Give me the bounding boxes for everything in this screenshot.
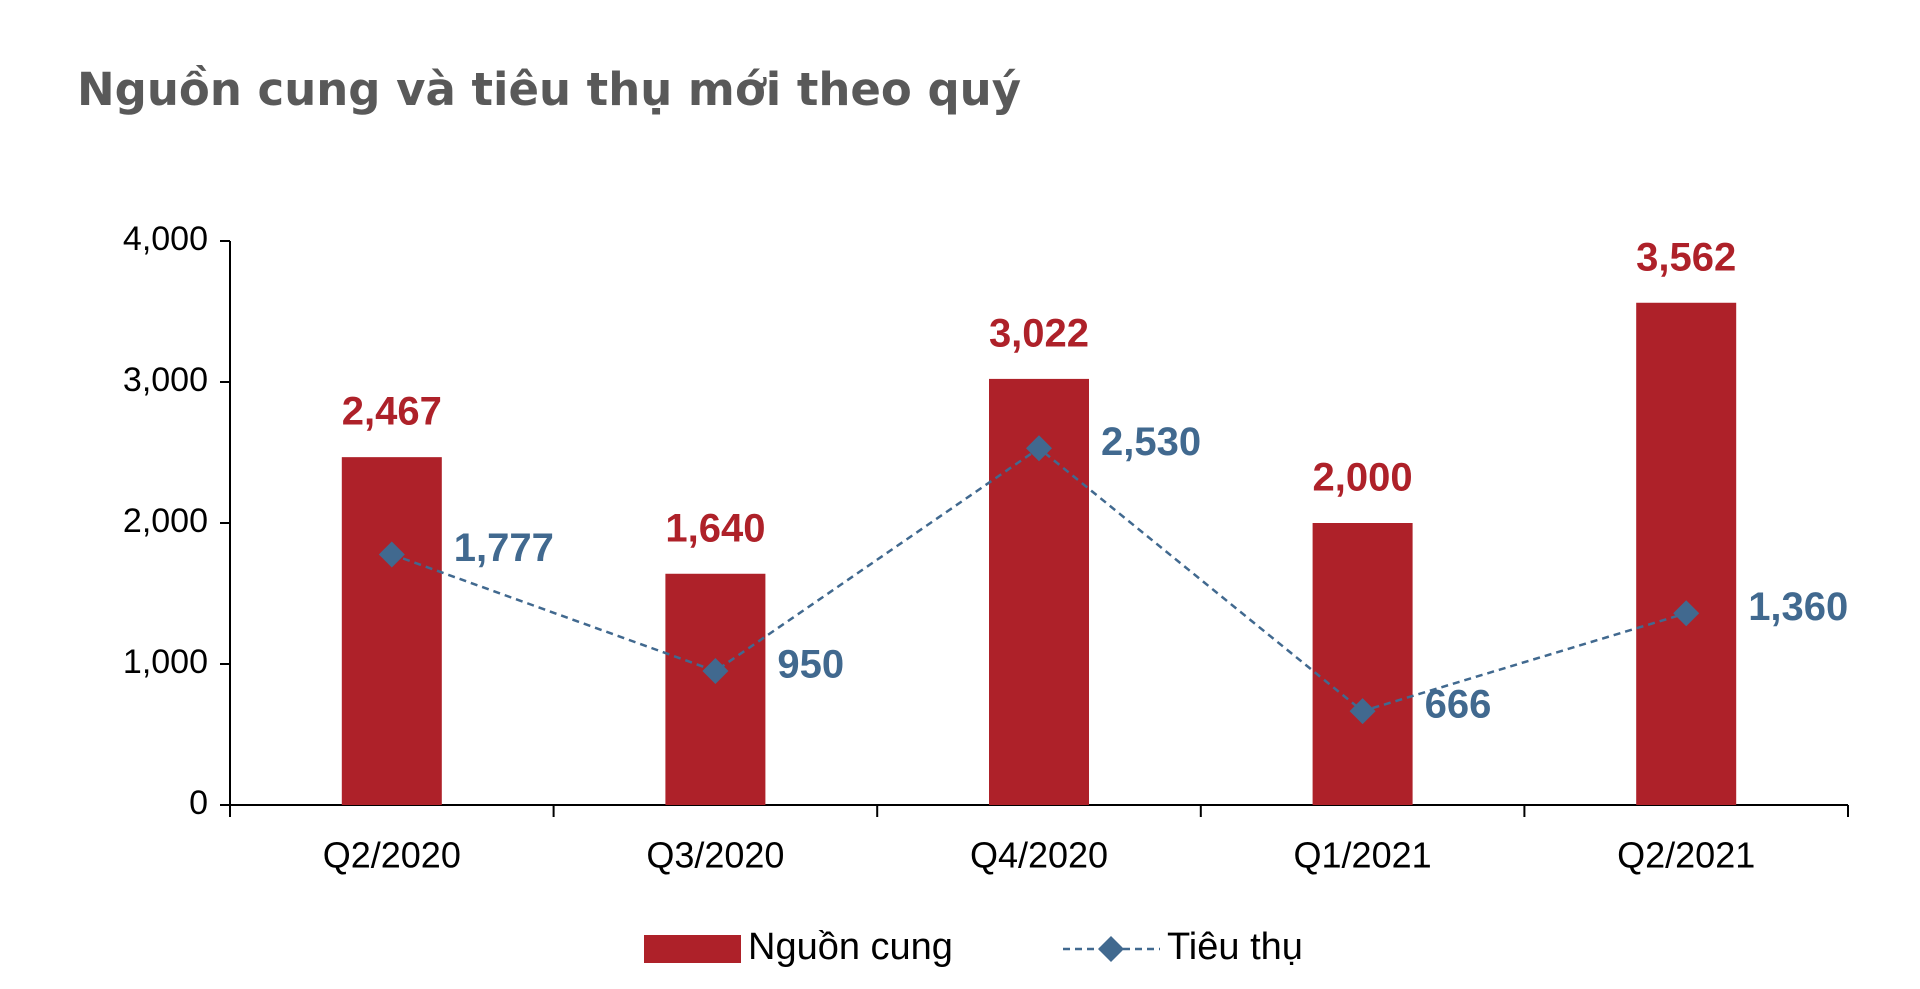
- bar-value-label: 3,022: [989, 311, 1089, 355]
- line-value-label: 950: [777, 643, 844, 687]
- y-tick-label: 2,000: [123, 502, 208, 540]
- line-value-label: 666: [1425, 683, 1492, 727]
- line-value-label: 1,777: [454, 526, 554, 570]
- legend-marker: [1098, 936, 1124, 962]
- bar-value-label: 3,562: [1636, 235, 1736, 279]
- legend-label: Nguồn cung: [748, 926, 953, 968]
- marker: [1673, 600, 1700, 627]
- bar-value-label: 1,640: [665, 506, 765, 550]
- marker: [702, 658, 729, 685]
- chart-title: Nguồn cung và tiêu thụ mới theo quý: [77, 63, 1021, 116]
- bar: [665, 573, 766, 805]
- y-tick-label: 1,000: [123, 643, 208, 681]
- x-tick-label: Q3/2020: [646, 835, 784, 876]
- marker: [1349, 698, 1376, 725]
- legend-label: Tiêu thụ: [1167, 926, 1303, 968]
- x-tick-label: Q1/2021: [1294, 835, 1432, 876]
- bar: [1636, 302, 1737, 805]
- y-tick-label: 3,000: [123, 361, 208, 399]
- x-tick-label: Q2/2021: [1617, 835, 1755, 876]
- bar-value-label: 2,467: [342, 390, 442, 434]
- y-tick-label: 4,000: [123, 220, 208, 258]
- line-value-label: 2,530: [1101, 420, 1201, 464]
- x-tick-label: Q2/2020: [323, 835, 461, 876]
- marker: [378, 541, 405, 568]
- legend-swatch: [644, 935, 741, 963]
- bar-value-label: 2,000: [1313, 456, 1413, 500]
- bar: [341, 457, 442, 805]
- y-tick-label: 0: [189, 784, 208, 822]
- line-value-label: 1,360: [1748, 585, 1848, 629]
- bar: [1312, 523, 1413, 805]
- x-tick-label: Q4/2020: [970, 835, 1108, 876]
- marker: [1026, 435, 1052, 462]
